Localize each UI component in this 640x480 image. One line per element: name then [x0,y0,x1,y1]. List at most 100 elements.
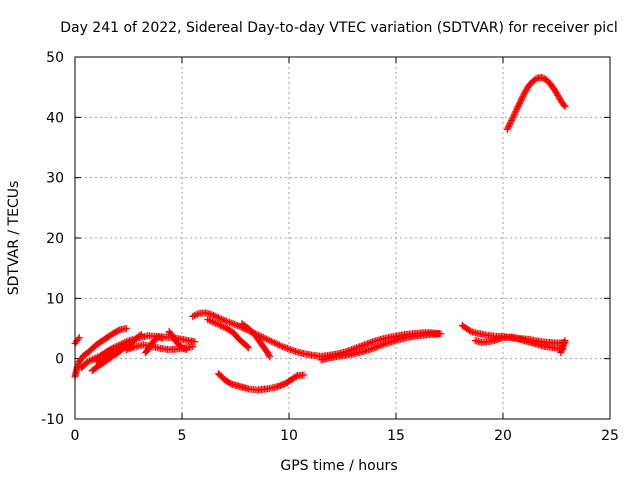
data-point-marker [266,337,274,345]
data-point-marker [514,103,522,111]
y-tick-label: 10 [46,291,64,307]
data-point-marker [511,109,519,117]
data-point-marker [372,343,380,351]
x-axis-label: GPS time / hours [280,458,397,474]
data-point-marker [519,92,527,100]
data-point-marker [364,340,372,348]
data-point-marker [300,371,308,379]
series-track-12 [238,320,274,361]
series-track-9 [142,333,167,357]
data-point-marker [280,343,288,351]
data-point-marker [517,97,525,105]
data-point-marker [84,358,92,366]
series-track-14 [317,330,443,364]
data-point-marker [265,351,273,359]
series-track-17 [557,337,569,357]
data-point-marker [378,341,386,349]
data-point-marker [560,101,568,109]
data-point-marker [87,356,95,364]
data-point-marker [232,321,240,329]
series-track-8 [165,328,190,354]
data-point-marker [218,322,226,330]
data-point-marker [205,316,213,324]
data-point-marker [371,344,379,352]
data-point-marker [435,330,443,338]
data-point-marker [282,344,290,352]
data-point-marker [507,118,515,126]
data-point-marker [211,312,219,320]
series-track-18 [503,74,569,133]
data-point-marker [267,337,275,345]
data-point-marker [85,357,93,365]
data-point-marker [189,312,197,320]
data-point-marker [259,334,267,342]
data-point-marker [243,343,251,351]
data-point-marker [224,318,232,326]
data-point-marker [279,343,287,351]
data-point-marker [269,338,277,346]
data-point-marker [288,346,296,354]
data-point-marker [264,336,272,344]
data-point-marker [222,317,230,325]
data-point-marker [204,315,212,323]
data-point-marker [191,338,199,346]
data-point-marker [520,91,528,99]
data-point-marker [285,345,293,353]
data-point-marker [513,106,521,114]
data-point-marker [181,345,189,353]
series-track-11 [204,315,252,352]
data-point-marker [227,319,235,327]
data-point-marker [283,344,291,352]
series-track-2 [71,334,83,348]
data-point-marker [515,100,523,108]
x-tick-label: 25 [601,428,619,444]
data-point-marker [510,110,518,118]
data-point-marker [208,311,216,319]
data-point-marker [194,310,202,318]
data-point-marker [263,335,271,343]
data-point-marker [377,341,385,349]
data-point-marker [274,340,282,348]
data-point-marker [219,316,227,324]
data-point-marker [509,113,517,121]
data-point-marker [159,334,167,342]
data-point-marker [220,323,228,331]
y-tick-label: -10 [41,412,64,428]
y-tick-label: 40 [46,110,64,126]
data-point-marker [508,116,516,124]
data-point-marker [357,342,365,350]
x-tick-label: 5 [178,428,187,444]
data-point-marker [215,321,223,329]
data-point-marker [271,339,279,347]
x-tick-label: 15 [387,428,405,444]
data-point-marker [210,311,218,319]
data-point-marker [234,321,242,329]
axis-ticks: 0 5 10 15 20 25 -10 0 10 20 30 40 50 [41,50,619,444]
data-point-marker [230,320,238,328]
data-point-marker [189,343,197,351]
data-point-marker [359,341,367,349]
data-point-marker [561,102,569,110]
data-point-marker [221,317,229,325]
data-point-marker [190,312,198,320]
series-track-1 [71,325,130,381]
data-point-marker [208,318,216,326]
data-point-marker [213,313,221,321]
data-point-marker [375,342,383,350]
data-point-marker [505,122,513,130]
data-point-marker [261,334,269,342]
data-point-marker [275,341,283,349]
data-point-marker [217,321,225,329]
data-point-marker [367,338,375,346]
data-point-marker [360,341,368,349]
data-point-marker [510,112,518,120]
data-point-marker [505,121,513,129]
data-point-marker [512,107,520,115]
x-tick-label: 0 [71,428,80,444]
data-point-marker [380,340,388,348]
series-track-13 [214,370,308,394]
data-point-marker [266,353,274,361]
data-point-marker [356,343,364,351]
series-track-16 [471,333,567,353]
